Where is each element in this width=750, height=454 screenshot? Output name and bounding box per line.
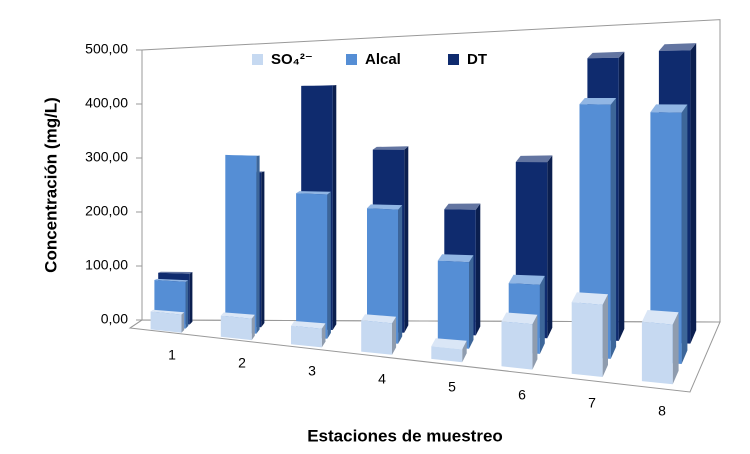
legend-text: Alcal	[365, 51, 401, 68]
bar-top	[372, 146, 409, 150]
bar-side	[610, 98, 617, 359]
bar-top	[158, 271, 193, 274]
bar-top	[501, 312, 538, 325]
bar	[650, 104, 688, 364]
bar-side	[547, 155, 553, 339]
bar-top	[641, 310, 679, 325]
bar-side	[321, 323, 326, 348]
bar-side	[475, 203, 481, 336]
bar-side	[251, 314, 255, 341]
x-tick-label: 7	[588, 395, 596, 411]
bar	[296, 191, 331, 339]
bar	[431, 338, 467, 363]
bar-front	[220, 315, 252, 341]
y-tick-label: 200,00	[85, 203, 128, 219]
side-wall-edge	[129, 319, 143, 329]
y-tick-label: 300,00	[85, 149, 128, 165]
y-tick-label: 100,00	[85, 257, 128, 273]
bar-side	[618, 51, 625, 341]
x-tick-label: 3	[308, 363, 316, 379]
bar-side	[181, 312, 185, 333]
x-tick-label: 4	[378, 371, 386, 387]
bar-top	[650, 104, 688, 113]
bar-front	[431, 346, 463, 363]
bar-top	[508, 274, 545, 285]
bar-side	[681, 104, 688, 364]
bar-top	[296, 191, 331, 195]
bar-front	[367, 208, 399, 344]
bar-top	[444, 203, 481, 210]
bar-front	[296, 193, 328, 339]
bar-side	[185, 280, 189, 329]
bar-side	[392, 316, 397, 355]
x-tick-label: 2	[238, 355, 246, 371]
bar-top	[154, 278, 189, 282]
bar-front	[501, 321, 533, 370]
bar-side	[189, 272, 193, 325]
bar-side	[672, 312, 679, 385]
x-axis-title: Estaciones de muestreo	[307, 426, 503, 445]
bar-top	[220, 312, 255, 319]
bar-top	[361, 314, 397, 324]
bar-front	[437, 260, 469, 349]
x-tick-label: 1	[168, 347, 176, 363]
floor	[128, 319, 721, 393]
y-axis-title: Concentración (mg/L)	[41, 97, 60, 273]
bar-side	[539, 275, 545, 354]
bar	[220, 312, 255, 341]
bar	[361, 314, 397, 355]
y-tick-label: 400,00	[85, 95, 128, 111]
bar-side	[462, 340, 467, 363]
bar-top	[437, 254, 474, 263]
bar-top	[515, 155, 553, 163]
bar-top	[431, 338, 467, 350]
x-tick-label: 8	[658, 403, 666, 419]
bar-side	[469, 255, 474, 349]
bar-side	[690, 43, 697, 344]
bar-front	[650, 112, 682, 364]
bar-front	[291, 325, 322, 348]
bar-top	[225, 154, 260, 156]
bar	[225, 154, 260, 334]
bar-top	[658, 43, 697, 51]
bar-top	[579, 98, 617, 105]
bar-side	[256, 155, 260, 334]
y-tick-label: 500,00	[85, 41, 128, 57]
bar-top	[291, 321, 326, 329]
bar-side	[602, 294, 608, 377]
bar-side	[332, 85, 337, 330]
bar	[437, 254, 474, 349]
legend-text: DT	[467, 51, 487, 68]
legend-swatch	[252, 54, 263, 65]
legend-swatch	[448, 54, 459, 65]
bar-top	[367, 204, 403, 210]
bar-front	[571, 302, 603, 377]
y-tick-label: 0,00	[101, 311, 128, 327]
bar-side	[532, 314, 538, 370]
bar-front	[150, 311, 182, 333]
legend-swatch	[346, 54, 357, 65]
bar	[150, 309, 185, 333]
bar-top	[587, 51, 625, 59]
bar	[641, 310, 679, 385]
bar-front	[225, 154, 257, 334]
bar-side	[398, 205, 403, 344]
bar-top	[150, 309, 185, 315]
bar	[571, 292, 608, 377]
x-tick-label: 5	[448, 379, 456, 395]
x-tick-label: 6	[518, 387, 526, 403]
bar-top	[571, 292, 608, 305]
legend-text: SO₄²⁻	[271, 51, 313, 68]
bar-front	[641, 321, 673, 385]
bar	[291, 321, 326, 348]
bar-side	[261, 171, 265, 328]
bar-side	[404, 146, 409, 333]
bar-front	[361, 320, 392, 355]
bar-side	[327, 191, 331, 339]
bar	[367, 204, 403, 344]
bar	[501, 312, 538, 370]
